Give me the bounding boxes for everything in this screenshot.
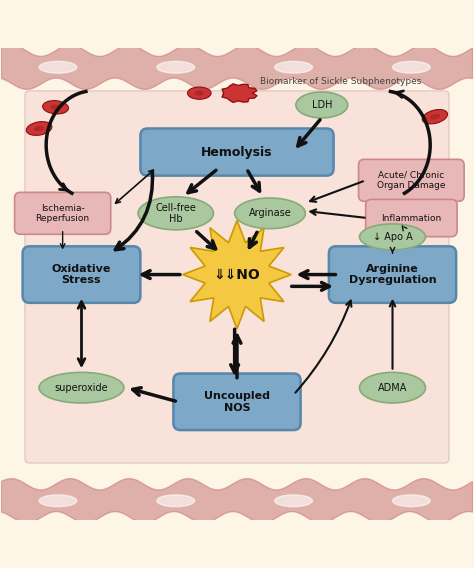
- FancyBboxPatch shape: [365, 199, 457, 237]
- Text: Uncoupled
NOS: Uncoupled NOS: [204, 391, 270, 412]
- Text: Oxidative
Stress: Oxidative Stress: [52, 264, 111, 285]
- FancyBboxPatch shape: [25, 91, 449, 463]
- Ellipse shape: [359, 224, 426, 250]
- Text: Biomarker of Sickle Subphenotypes: Biomarker of Sickle Subphenotypes: [260, 77, 421, 86]
- Polygon shape: [183, 220, 291, 329]
- Ellipse shape: [138, 197, 213, 230]
- Text: Acute/ Chronic
Organ Damage: Acute/ Chronic Organ Damage: [377, 170, 446, 190]
- FancyBboxPatch shape: [329, 247, 456, 303]
- Ellipse shape: [235, 198, 305, 229]
- Text: ADMA: ADMA: [378, 383, 407, 392]
- Ellipse shape: [157, 61, 195, 73]
- Ellipse shape: [296, 92, 348, 118]
- Ellipse shape: [39, 495, 77, 507]
- FancyBboxPatch shape: [15, 193, 111, 234]
- Text: Inflammation: Inflammation: [381, 214, 441, 223]
- Ellipse shape: [275, 495, 312, 507]
- Text: Cell-free
Hb: Cell-free Hb: [155, 203, 196, 224]
- Text: ⇓⇓NO: ⇓⇓NO: [214, 268, 260, 282]
- Ellipse shape: [26, 122, 52, 135]
- FancyBboxPatch shape: [358, 160, 464, 201]
- Ellipse shape: [39, 373, 124, 403]
- Ellipse shape: [275, 61, 312, 73]
- Text: Ischemia-
Reperfusion: Ischemia- Reperfusion: [36, 203, 90, 223]
- Ellipse shape: [359, 373, 426, 403]
- Ellipse shape: [43, 101, 69, 114]
- Ellipse shape: [50, 105, 61, 110]
- Polygon shape: [222, 84, 257, 102]
- Text: Arginine
Dysregulation: Arginine Dysregulation: [349, 264, 436, 285]
- Text: Arginase: Arginase: [248, 208, 292, 218]
- Ellipse shape: [39, 61, 77, 73]
- Polygon shape: [1, 479, 473, 523]
- Ellipse shape: [188, 87, 211, 99]
- Text: LDH: LDH: [311, 100, 332, 110]
- Ellipse shape: [392, 495, 430, 507]
- Text: superoxide: superoxide: [55, 383, 109, 392]
- Ellipse shape: [157, 495, 195, 507]
- Polygon shape: [1, 45, 473, 89]
- FancyBboxPatch shape: [140, 128, 334, 176]
- Ellipse shape: [422, 110, 447, 124]
- Ellipse shape: [392, 61, 430, 73]
- FancyBboxPatch shape: [23, 247, 140, 303]
- Ellipse shape: [34, 126, 44, 131]
- FancyBboxPatch shape: [173, 374, 301, 430]
- Text: Hemolysis: Hemolysis: [201, 145, 273, 158]
- Ellipse shape: [195, 91, 204, 95]
- Text: ↓ Apo A: ↓ Apo A: [373, 232, 412, 242]
- Ellipse shape: [430, 114, 440, 120]
